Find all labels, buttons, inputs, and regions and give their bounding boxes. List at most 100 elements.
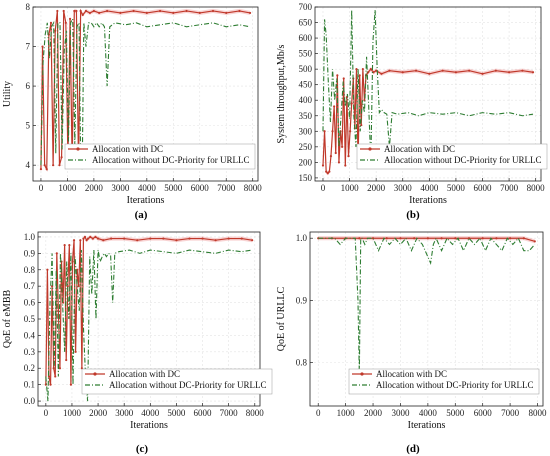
data-point	[119, 11, 122, 15]
y-tick-label: 7	[26, 42, 31, 52]
x-tick-label: 3000	[394, 183, 413, 193]
data-point	[162, 237, 165, 240]
data-point	[39, 168, 43, 171]
data-point	[399, 237, 402, 240]
data-point	[509, 237, 512, 240]
data-point	[358, 237, 361, 240]
data-point	[76, 268, 79, 271]
data-point	[440, 237, 443, 240]
data-point	[214, 239, 217, 242]
chart-panel-4: 0 1000 2000 3000 4000 5000 6000 7000 8000 0.8 0.9 1…	[276, 231, 547, 455]
data-point	[55, 252, 58, 255]
legend-box	[81, 368, 273, 395]
y-tick-label: 4	[26, 160, 31, 170]
x-tick-label: 6000	[474, 408, 493, 418]
x-tick-label: 6000	[194, 408, 213, 418]
data-point	[531, 71, 535, 74]
legend-marker	[76, 147, 80, 151]
y-tick-label: 0.9	[24, 248, 36, 258]
y-tick-label: 0.8	[24, 265, 36, 275]
data-point	[325, 170, 328, 173]
y-tick-label: 600	[299, 33, 313, 43]
data-point	[336, 74, 339, 77]
data-point	[123, 237, 126, 240]
data-point	[91, 237, 94, 240]
x-tick-label: 3000	[111, 183, 130, 193]
panel-label: (d)	[406, 443, 420, 455]
x-tick-label: 0	[39, 183, 44, 193]
data-point	[334, 151, 337, 155]
data-point	[380, 72, 383, 75]
data-point	[481, 72, 484, 75]
data-point	[98, 11, 101, 15]
x-tick-label: 6000	[191, 183, 210, 193]
data-point	[58, 367, 62, 370]
data-point	[521, 69, 524, 72]
data-point	[321, 164, 325, 167]
data-point	[63, 244, 66, 247]
legend-label-dc: Allocation with DC	[92, 144, 163, 154]
panel-label: (b)	[406, 209, 420, 221]
data-point	[211, 9, 215, 13]
data-point	[495, 237, 498, 240]
data-point	[46, 268, 49, 271]
data-point	[401, 71, 404, 74]
y-tick-label: 650	[299, 18, 313, 28]
data-point	[56, 9, 59, 13]
data-point	[329, 155, 333, 158]
x-tick-label: 7000	[500, 183, 519, 193]
data-point	[110, 237, 113, 240]
x-tick-label: 1000	[63, 408, 82, 418]
series-line-dc	[45, 235, 253, 385]
y-tick-label: 0.4	[24, 330, 36, 340]
data-point	[414, 69, 418, 72]
x-tick-label: 1000	[58, 183, 77, 193]
x-tick-label: 6000	[474, 183, 493, 193]
data-point	[92, 9, 95, 13]
data-point	[68, 17, 72, 20]
data-point	[87, 237, 90, 240]
x-tick-label: 2000	[85, 183, 104, 193]
dc-band	[318, 236, 535, 244]
data-point	[58, 164, 61, 167]
x-axis-label: Iterations	[408, 420, 446, 431]
data-point	[426, 237, 429, 240]
legend-label-nodc: Allocation without DC-Priority for URLLC	[92, 155, 250, 165]
y-tick-label: 5	[26, 121, 31, 131]
data-point	[65, 358, 68, 362]
series-line-nodc	[45, 249, 253, 402]
series-line-nodc	[322, 10, 534, 163]
data-point	[64, 21, 67, 24]
series-line-nodc	[40, 16, 251, 170]
y-tick-label: 0.6	[24, 298, 36, 308]
x-tick-label: 0	[44, 408, 49, 418]
data-point	[441, 69, 444, 72]
y-tick-label: 0.3	[24, 347, 36, 357]
x-tick-label: 7000	[217, 183, 236, 193]
data-point	[79, 9, 82, 13]
data-point	[85, 239, 88, 242]
data-point	[72, 239, 76, 242]
data-point	[341, 145, 344, 148]
legend-marker	[93, 372, 97, 376]
legend-box	[348, 368, 540, 395]
data-point	[145, 11, 148, 15]
x-tick-label: 5000	[164, 183, 183, 193]
x-tick-label: 0	[321, 183, 326, 193]
data-point	[82, 237, 85, 240]
x-tick-label: 2000	[367, 183, 386, 193]
data-point	[201, 237, 204, 240]
chart-panel-1: 0 1000 2000 3000 4000 5000 6000 7000 8000 4 5 6 7 8 It…	[2, 2, 262, 221]
legend-marker	[368, 147, 372, 151]
data-point	[533, 240, 536, 243]
plot-frame	[314, 6, 542, 182]
data-point	[348, 130, 352, 133]
data-point	[326, 172, 329, 175]
data-point	[337, 161, 341, 164]
x-axis-label: Iterations	[127, 195, 165, 206]
x-tick-label: 5000	[167, 408, 186, 418]
y-tick-label: 350	[299, 111, 313, 121]
